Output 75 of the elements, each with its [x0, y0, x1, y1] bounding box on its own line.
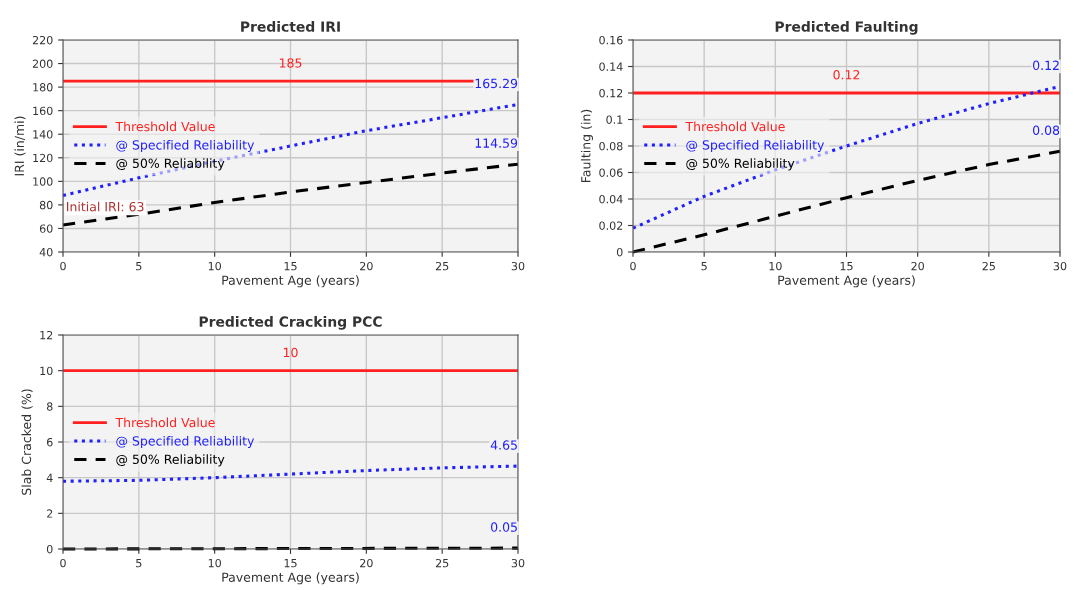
x-tick-label: 15	[284, 262, 297, 271]
x-tick-label: 5	[136, 559, 142, 568]
y-tick-label: 2	[47, 509, 53, 518]
x-tick-label: 25	[982, 261, 995, 271]
legend-label: @ 50% Reliability	[116, 454, 225, 467]
x-tick-label: 30	[511, 261, 525, 271]
x-tick-label: 5	[136, 262, 142, 271]
x-tick-label: 20	[360, 261, 373, 271]
x-tick-label: 30	[511, 558, 525, 568]
x-axis-title: Pavement Age (years)	[222, 572, 359, 585]
data-label: 114.59	[475, 138, 518, 148]
y-tick-label: 140	[33, 130, 53, 139]
x-tick-label: 20	[360, 558, 373, 568]
y-tick-label: 0.12	[599, 88, 623, 98]
y-tick-label: 0.02	[599, 221, 623, 230]
legend-label: Threshold Value	[115, 417, 215, 428]
y-tick-label: 0.06	[599, 168, 623, 177]
y-tick-label: 200	[32, 59, 53, 68]
x-tick-label: 20	[911, 261, 924, 271]
y-tick-label: 120	[33, 153, 53, 163]
annotation: Initial IRI: 63	[67, 201, 144, 212]
y-tick-label: 0.08	[599, 141, 623, 151]
x-tick-label: 15	[284, 559, 297, 568]
y-tick-label: 0.04	[599, 194, 623, 204]
y-tick-label: 40	[39, 247, 53, 257]
legend-label: Threshold Value	[115, 121, 215, 132]
y-tick-label: 10	[40, 366, 53, 376]
data-label: 4.65	[490, 440, 517, 450]
x-tick-label: 0	[630, 261, 636, 271]
x-axis-title: Pavement Age (years)	[222, 275, 359, 288]
annotation: 185	[279, 58, 302, 68]
legend-label: @ Specified Reliability	[116, 139, 255, 153]
x-tick-label: 10	[208, 261, 221, 271]
x-tick-label: 0	[60, 558, 66, 568]
chart-title: Predicted Faulting	[775, 21, 918, 35]
chart-title: Predicted Cracking PCC	[199, 316, 382, 330]
data-label: 0.08	[1032, 125, 1060, 135]
y-tick-label: 160	[33, 106, 53, 116]
legend-label: @ Specified Reliability	[116, 435, 255, 449]
data-label: 0.12	[1032, 60, 1059, 71]
y-tick-label: 12	[40, 330, 53, 340]
y-tick-label: 0.16	[599, 35, 623, 45]
legend-label: @ 50% Reliability	[686, 158, 795, 171]
y-tick-label: 0	[46, 544, 53, 554]
x-tick-label: 15	[840, 262, 853, 271]
x-tick-label: 0	[60, 261, 66, 271]
x-tick-label: 25	[435, 558, 449, 568]
legend-label: @ 50% Reliability	[116, 158, 225, 171]
y-tick-label: 6	[46, 437, 53, 447]
x-axis-title: Pavement Age (years)	[778, 275, 915, 288]
annotation: 0.12	[833, 70, 860, 80]
y-axis-title: Slab Cracked (%)	[21, 389, 33, 495]
data-label: 165.29	[475, 78, 518, 89]
x-tick-label: 10	[208, 558, 221, 568]
y-tick-label: 80	[39, 200, 53, 210]
x-tick-label: 10	[769, 261, 782, 271]
y-tick-label: 60	[39, 224, 53, 233]
x-tick-label: 30	[1053, 261, 1067, 271]
y-tick-label: 0.1	[606, 115, 623, 124]
y-tick-label: 0	[616, 247, 623, 257]
y-tick-label: 4	[46, 473, 53, 482]
x-tick-label: 25	[435, 261, 449, 271]
y-axis-title: IRI (in/mi)	[14, 116, 26, 176]
data-label: 0.05	[490, 522, 517, 532]
y-tick-label: 100	[33, 177, 53, 186]
y-axis-title: Faulting (in)	[580, 109, 593, 182]
y-tick-label: 8	[46, 402, 53, 411]
legend-label: @ Specified Reliability	[686, 139, 825, 153]
y-tick-label: 180	[33, 83, 53, 92]
chart-title: Predicted IRI	[241, 21, 340, 32]
legend-label: Threshold Value	[685, 121, 785, 132]
annotation: 10	[283, 347, 298, 358]
y-tick-label: 220	[32, 35, 53, 45]
x-tick-label: 5	[701, 262, 707, 271]
y-tick-label: 0.14	[599, 62, 623, 71]
